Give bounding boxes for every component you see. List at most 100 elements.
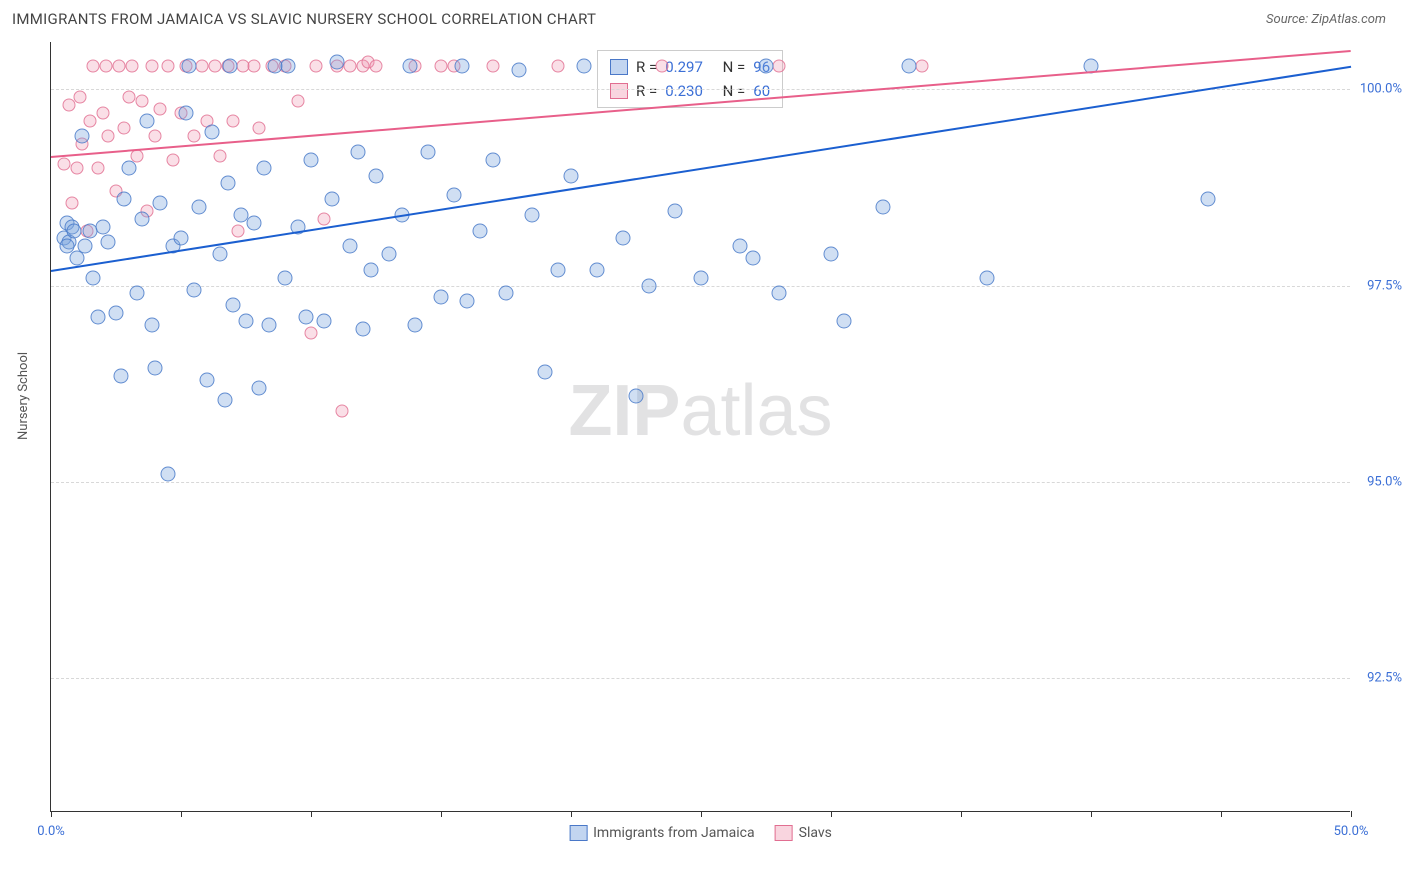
data-point	[136, 94, 149, 107]
data-point	[487, 59, 500, 72]
data-point	[512, 62, 527, 77]
data-point	[344, 59, 357, 72]
data-point	[350, 145, 365, 160]
data-point	[434, 290, 449, 305]
legend-item-slavs: Slavs	[775, 825, 832, 841]
gridline	[51, 482, 1350, 483]
data-point	[304, 152, 319, 167]
x-tick	[831, 811, 832, 817]
data-point	[318, 212, 331, 225]
data-point	[590, 262, 605, 277]
r-label: R =	[636, 55, 657, 79]
data-point	[292, 94, 305, 107]
data-point	[837, 313, 852, 328]
data-point	[460, 294, 475, 309]
x-tick	[311, 811, 312, 817]
y-tick-label: 92.5%	[1367, 671, 1402, 686]
watermark-zip: ZIP	[568, 371, 680, 451]
data-point	[226, 298, 241, 313]
data-point	[402, 58, 417, 73]
data-point	[902, 58, 917, 73]
y-tick-label: 97.5%	[1367, 278, 1402, 293]
data-point	[525, 207, 540, 222]
swatch-pink-icon	[610, 83, 628, 99]
data-point	[200, 372, 215, 387]
data-point	[343, 239, 358, 254]
data-point	[552, 59, 565, 72]
data-point	[85, 270, 100, 285]
data-point	[499, 286, 514, 301]
data-point	[153, 196, 168, 211]
data-point	[90, 310, 105, 325]
gridline	[51, 89, 1350, 90]
data-point	[629, 388, 644, 403]
data-point	[280, 58, 295, 73]
data-point	[824, 247, 839, 262]
data-point	[369, 168, 384, 183]
swatch-blue-icon	[569, 825, 587, 841]
data-point	[564, 168, 579, 183]
data-point	[246, 215, 261, 230]
data-point	[125, 59, 138, 72]
data-point	[262, 317, 277, 332]
data-point	[192, 200, 207, 215]
data-point	[305, 326, 318, 339]
data-point	[149, 130, 162, 143]
data-point	[58, 157, 71, 170]
watermark-atlas: atlas	[680, 371, 832, 451]
x-tick	[701, 811, 702, 817]
data-point	[278, 270, 293, 285]
x-tick	[1351, 811, 1352, 817]
data-point	[123, 91, 136, 104]
legend-label-slavs: Slavs	[799, 825, 832, 841]
data-point	[65, 197, 78, 210]
data-point	[214, 149, 227, 162]
chart-title: IMMIGRANTS FROM JAMAICA VS SLAVIC NURSER…	[12, 10, 596, 28]
data-point	[253, 122, 266, 135]
x-tick	[1221, 811, 1222, 817]
data-point	[616, 231, 631, 246]
data-point	[916, 59, 929, 72]
data-point	[746, 251, 761, 266]
data-point	[71, 161, 84, 174]
data-point	[656, 59, 669, 72]
data-point	[114, 368, 129, 383]
data-point	[454, 58, 469, 73]
data-point	[668, 203, 683, 218]
data-point	[247, 59, 260, 72]
x-tick-label: 0.0%	[37, 824, 65, 839]
data-point	[220, 176, 235, 191]
data-point	[382, 247, 397, 262]
data-point	[336, 405, 349, 418]
data-point	[486, 152, 501, 167]
data-point	[174, 231, 189, 246]
data-point	[223, 58, 238, 73]
x-tick	[571, 811, 572, 817]
data-point	[370, 59, 383, 72]
data-point	[252, 380, 267, 395]
data-point	[187, 282, 202, 297]
gridline	[51, 678, 1350, 679]
y-tick-label: 100.0%	[1360, 82, 1402, 97]
x-tick	[181, 811, 182, 817]
data-point	[102, 130, 115, 143]
r-value-pink: 0.230	[665, 79, 703, 103]
data-point	[73, 91, 86, 104]
data-point	[232, 224, 245, 237]
data-point	[91, 161, 104, 174]
data-point	[161, 467, 176, 482]
n-label: N =	[723, 55, 746, 79]
data-point	[733, 239, 748, 254]
data-point	[694, 270, 709, 285]
y-axis-label: Nursery School	[16, 352, 31, 440]
data-point	[145, 317, 160, 332]
data-point	[213, 247, 228, 262]
data-point	[75, 129, 90, 144]
data-point	[551, 262, 566, 277]
data-point	[179, 105, 194, 120]
data-point	[99, 59, 112, 72]
data-point	[101, 235, 116, 250]
data-point	[538, 365, 553, 380]
data-point	[330, 54, 345, 69]
data-point	[84, 114, 97, 127]
